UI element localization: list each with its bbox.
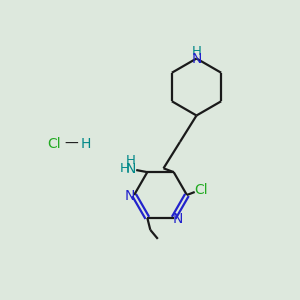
Text: N: N	[125, 190, 135, 203]
Text: H: H	[192, 45, 201, 58]
Text: N: N	[191, 52, 202, 65]
Text: H: H	[126, 154, 136, 167]
Text: Cl: Cl	[47, 137, 61, 151]
Text: N: N	[172, 212, 183, 226]
Text: Cl: Cl	[194, 183, 208, 196]
Text: H: H	[80, 137, 91, 151]
Text: N: N	[126, 161, 136, 176]
Text: —: —	[64, 137, 78, 151]
Text: H: H	[119, 162, 129, 175]
